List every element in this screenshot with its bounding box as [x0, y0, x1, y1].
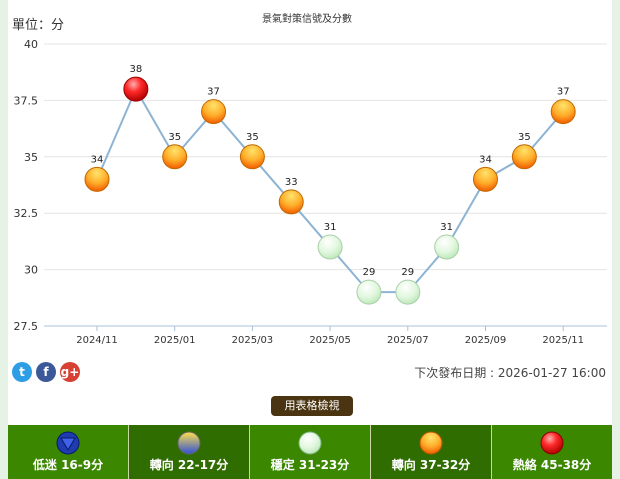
x-tick-label: 2025/01 [154, 335, 196, 346]
data-label: 34 [479, 154, 492, 165]
legend-label: 熱絡 45-38分 [512, 458, 592, 472]
googleplus-icon[interactable]: g+ [60, 362, 80, 382]
data-point[interactable] [550, 99, 576, 125]
y-tick-label: 32.5 [14, 207, 39, 220]
unit-label: 單位：分 [12, 18, 65, 33]
data-point[interactable] [201, 99, 227, 125]
line-chart: 景氣對策信號及分數 27.5 30 32.5 35 37.5 40 2024/11 2025… [14, 12, 607, 346]
legend-item-turn-high: 轉向 37-32分 [371, 425, 492, 479]
y-tick-label: 27.5 [14, 320, 39, 333]
data-point[interactable] [434, 234, 460, 260]
data-label: 34 [91, 154, 104, 165]
data-label: 29 [401, 267, 414, 278]
data-point[interactable] [356, 279, 382, 305]
y-tick-label: 35 [24, 151, 38, 164]
x-tick-label: 2024/11 [76, 335, 118, 346]
x-tick-label: 2025/09 [465, 335, 507, 346]
data-point[interactable] [473, 166, 498, 192]
data-label: 31 [440, 222, 453, 233]
data-label: 33 [285, 177, 298, 188]
legend-item-turn-low: 轉向 22-17分 [129, 425, 250, 479]
yellow-red-circle-icon [419, 431, 443, 455]
data-label: 29 [363, 267, 376, 278]
data-point[interactable] [162, 144, 188, 170]
data-point[interactable] [395, 279, 421, 305]
chart-title: 景氣對策信號及分數 [262, 12, 352, 25]
data-label: 37 [557, 87, 570, 98]
legend-label: 轉向 37-32分 [391, 458, 471, 472]
signal-legend: 低迷 16-9分 轉向 22-17分 穩定 31-23分 轉向 37-32分 [8, 425, 612, 479]
data-label: 35 [168, 132, 181, 143]
data-label: 35 [518, 132, 531, 143]
data-label: 31 [324, 222, 337, 233]
data-point[interactable] [511, 144, 537, 170]
data-point[interactable] [317, 234, 343, 260]
data-point[interactable] [239, 144, 265, 170]
series-line [96, 86, 564, 294]
data-label: 38 [129, 64, 142, 75]
y-tick-label: 37.5 [14, 94, 39, 107]
y-tick-label: 40 [24, 38, 38, 51]
legend-label: 轉向 22-17分 [149, 458, 229, 472]
data-point[interactable] [84, 166, 110, 192]
data-points[interactable] [84, 76, 576, 305]
legend-item-slump: 低迷 16-9分 [8, 425, 129, 479]
x-tick-label: 2025/11 [542, 335, 584, 346]
down-triangle-icon [56, 431, 80, 455]
data-point[interactable] [278, 189, 304, 215]
y-tick-label: 30 [24, 264, 38, 277]
facebook-icon[interactable]: f [36, 362, 56, 382]
next-release-date: 下次發布日期 : 2026-01-27 16:00 [414, 366, 606, 380]
legend-item-stable: 穩定 31-23分 [250, 425, 371, 479]
right-border [612, 0, 620, 479]
red-circle-icon [540, 431, 564, 455]
legend-label: 穩定 31-23分 [270, 458, 350, 472]
x-tick-label: 2025/07 [387, 335, 429, 346]
legend-item-boom: 熱絡 45-38分 [492, 425, 612, 479]
legend-label: 低迷 16-9分 [32, 458, 104, 472]
x-tick-label: 2025/03 [232, 335, 274, 346]
y-axis: 27.5 30 32.5 35 37.5 40 [14, 38, 39, 333]
view-table-button[interactable]: 用表格檢視 [271, 396, 353, 416]
left-border [0, 0, 8, 479]
series-polyline [96, 86, 564, 294]
data-point[interactable] [123, 76, 149, 102]
x-axis: 2024/11 2025/01 2025/03 2025/05 2025/07 2025/… [76, 326, 584, 346]
data-label: 37 [207, 87, 220, 98]
twitter-icon[interactable]: t [12, 362, 32, 382]
data-labels: 34 38 35 37 35 33 31 29 29 31 34 35 37 [91, 64, 570, 278]
green-circle-icon [298, 431, 322, 455]
x-tick-label: 2025/05 [309, 335, 351, 346]
data-label: 35 [246, 132, 259, 143]
yellow-blue-circle-icon [177, 431, 201, 455]
